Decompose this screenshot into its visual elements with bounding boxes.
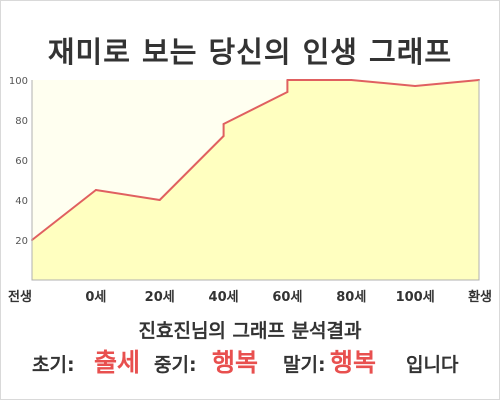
life-point xyxy=(222,135,225,137)
x-tick-label: 60세 xyxy=(272,290,302,305)
life-point xyxy=(158,199,161,201)
y-tick-label: 40 xyxy=(15,196,28,207)
early-label: 초기: xyxy=(32,354,75,376)
x-tick-label: 환생 xyxy=(468,289,492,305)
life-area xyxy=(32,80,479,280)
mid-value: 행복 xyxy=(212,348,259,377)
y-tick-label: 20 xyxy=(15,236,28,247)
life-point xyxy=(414,85,417,87)
early-value: 출세 xyxy=(94,348,141,377)
y-tick-label: 60 xyxy=(15,156,28,167)
life-point xyxy=(350,79,353,81)
life-point xyxy=(222,123,225,125)
x-tick-label: 40세 xyxy=(209,290,239,305)
x-tick-label: 0세 xyxy=(85,290,106,305)
x-tick-label: 20세 xyxy=(145,290,175,305)
life-point xyxy=(286,79,289,81)
x-tick-label: 100세 xyxy=(396,290,435,305)
late-value: 행복 xyxy=(330,348,377,377)
late-label: 말기: xyxy=(283,354,326,376)
life-point xyxy=(94,189,97,191)
ending-text: 입니다 xyxy=(406,354,459,376)
life-line xyxy=(31,79,480,241)
axis-lines xyxy=(31,80,480,281)
x-tick-label: 80세 xyxy=(336,290,366,305)
chart-title: 재미로 보는 당신의 인생 그래프 xyxy=(47,35,453,69)
y-tick-label: 80 xyxy=(15,116,28,127)
y-tick-label: 100 xyxy=(9,76,28,87)
life-point xyxy=(286,91,289,93)
analysis-title: 진효진님의 그래프 분석결과 xyxy=(138,320,362,342)
x-tick-label: 전생 xyxy=(8,289,32,305)
mid-label: 중기: xyxy=(154,354,197,376)
